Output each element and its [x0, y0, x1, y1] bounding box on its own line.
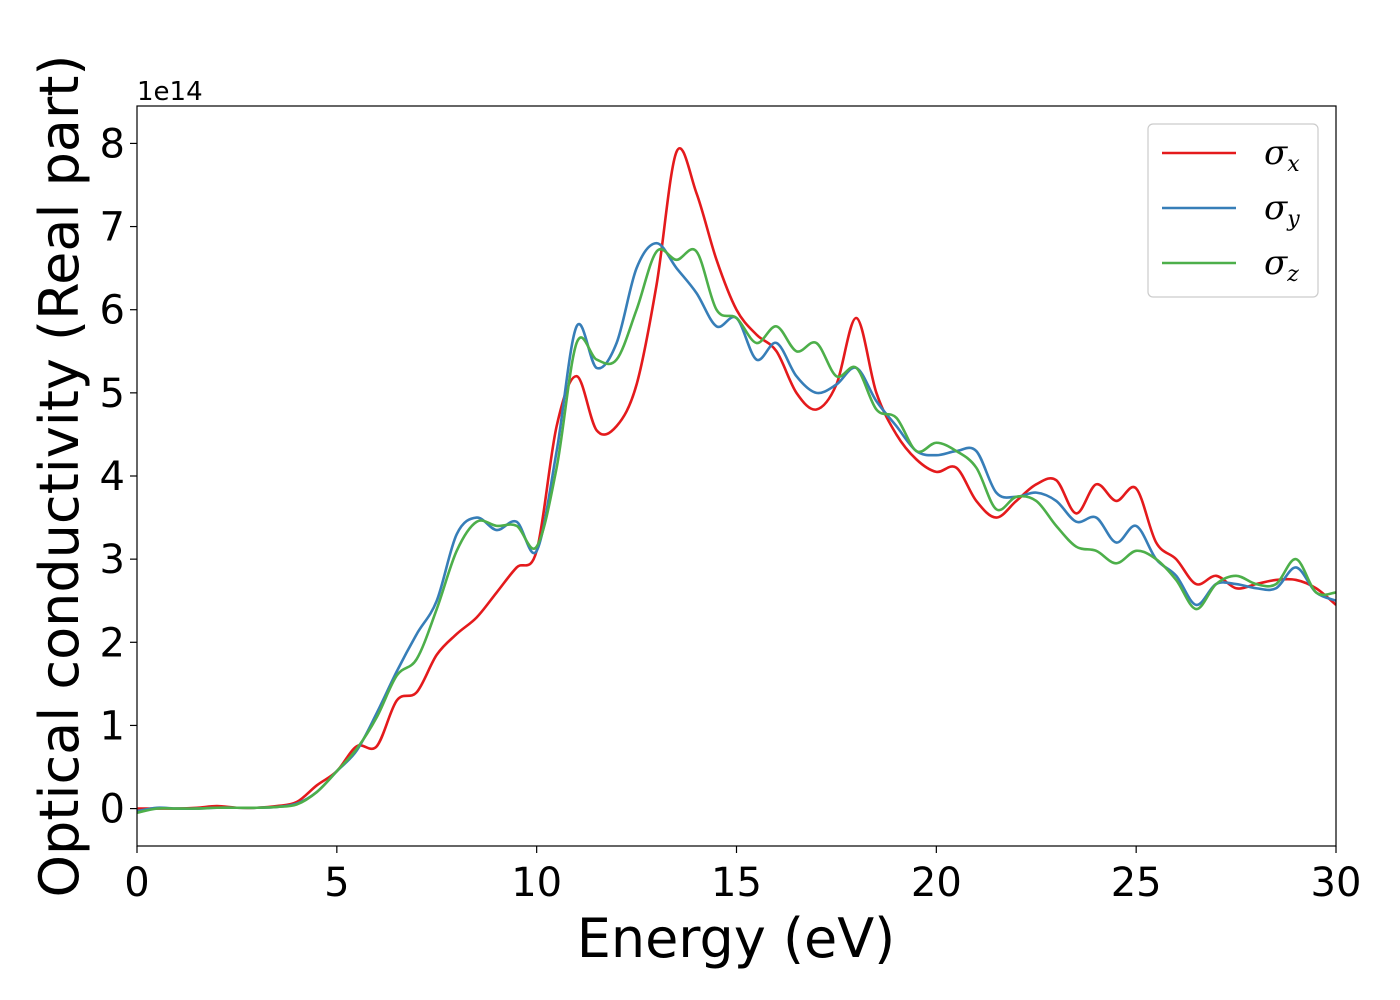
x-axis: 0 5 10 15 20 25 30 — [124, 846, 1361, 906]
x-tick-label-2: 10 — [511, 860, 562, 906]
y-tick-label-6: 6 — [100, 288, 125, 334]
x-axis-label: Energy (eV) — [577, 907, 896, 970]
legend-label-sigma-y: σy — [1264, 188, 1300, 232]
legend-label-sigma-z: σz — [1264, 243, 1299, 287]
x-tick-label-1: 5 — [324, 860, 349, 906]
y-tick-label-1: 1 — [100, 703, 125, 749]
series-layer — [137, 147, 1336, 815]
series-line-sigma-z — [137, 248, 1336, 815]
y-axis: 0 1 2 3 4 5 6 7 8 — [100, 121, 137, 833]
x-tick-label-0: 0 — [124, 860, 149, 906]
y-tick-label-3: 3 — [100, 537, 125, 583]
legend-subscript: z — [1286, 262, 1299, 287]
legend-subscript: x — [1287, 152, 1300, 177]
legend-frame — [1147, 123, 1319, 298]
x-tick-label-4: 20 — [911, 860, 962, 906]
y-tick-label-7: 7 — [100, 205, 125, 251]
legend-symbol: σ — [1264, 188, 1288, 228]
y-tick-label-8: 8 — [100, 121, 125, 167]
y-tick-label-2: 2 — [100, 620, 125, 666]
x-tick-label-3: 15 — [711, 860, 762, 906]
y-axis-label: Optical conductivity (Real part) — [28, 55, 91, 898]
legend-symbol: σ — [1264, 243, 1288, 283]
x-tick-label-6: 30 — [1311, 860, 1362, 906]
y-tick-label-5: 5 — [100, 371, 125, 417]
legend-subscript: y — [1286, 207, 1300, 232]
legend-label-sigma-x: σx — [1264, 133, 1300, 177]
y-tick-label-0: 0 — [100, 787, 125, 833]
x-tick-label-5: 25 — [1111, 860, 1162, 906]
legend-symbol: σ — [1264, 133, 1288, 173]
y-tick-label-4: 4 — [100, 454, 125, 500]
y-offset-label: 1e14 — [137, 77, 203, 107]
